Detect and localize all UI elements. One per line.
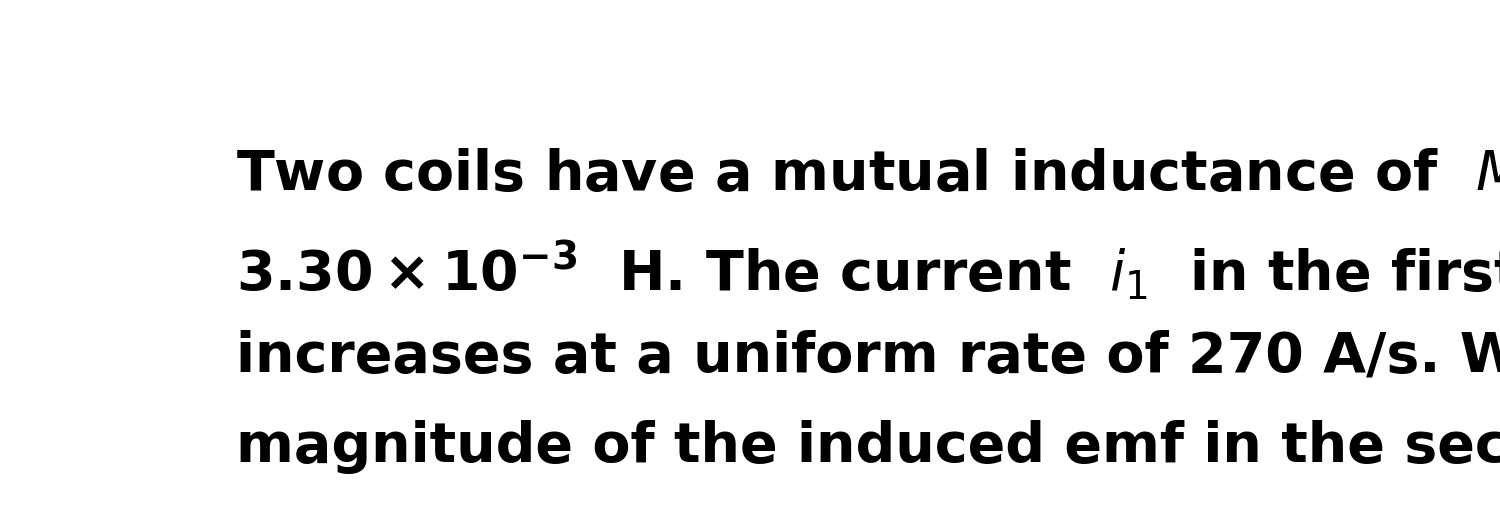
Text: magnitude of the induced emf in the second coil?: magnitude of the induced emf in the seco… xyxy=(237,420,1500,474)
Text: increases at a uniform rate of 270 A/s. What is the: increases at a uniform rate of 270 A/s. … xyxy=(237,330,1500,383)
Text: $\mathbf{3.30 \times 10^{-3}}$  H. The current  $i_1$  in the first coil: $\mathbf{3.30 \times 10^{-3}}$ H. The cu… xyxy=(237,239,1500,303)
Text: Two coils have a mutual inductance of  $M =$: Two coils have a mutual inductance of $M… xyxy=(237,148,1500,202)
